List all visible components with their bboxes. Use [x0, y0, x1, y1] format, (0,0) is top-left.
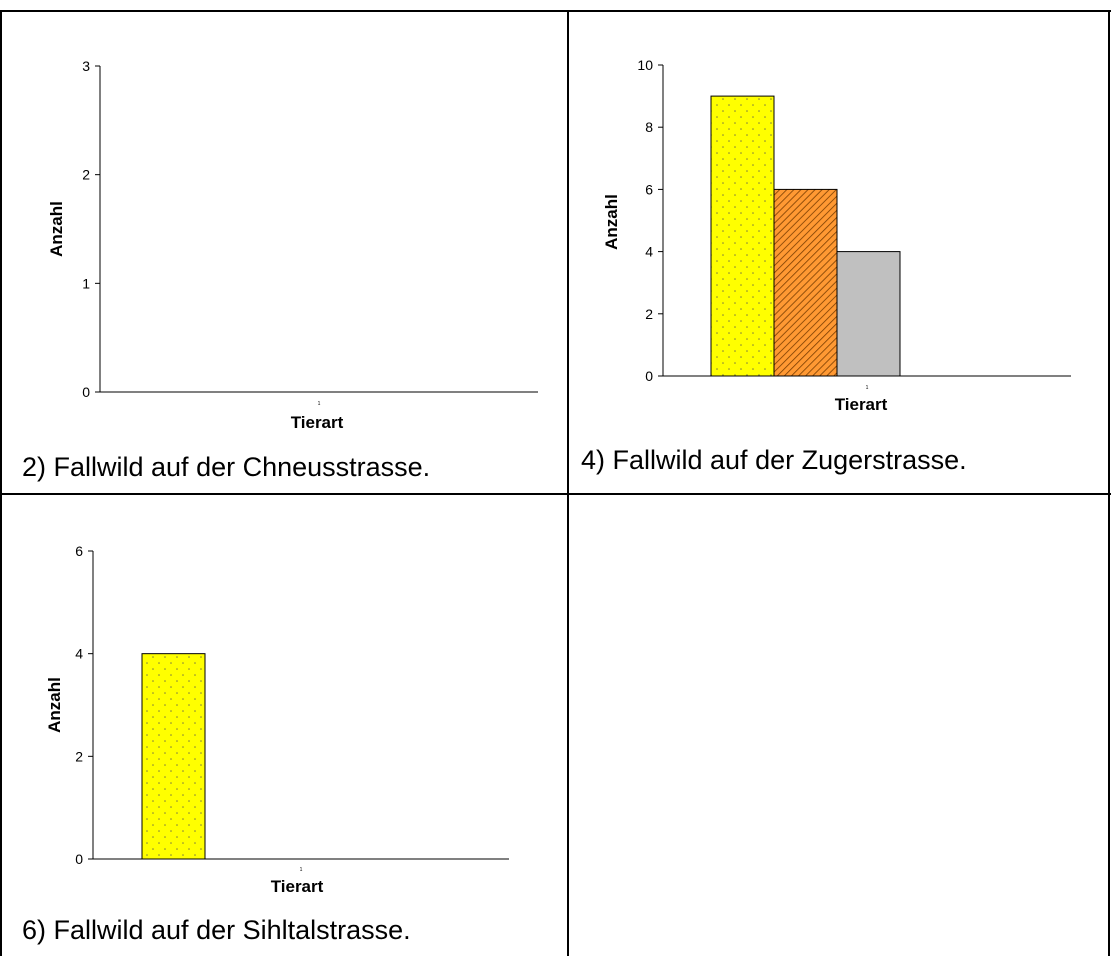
y-tick-label: 4 — [75, 646, 83, 662]
y-axis-label: Anzahl — [602, 194, 621, 250]
y-tick-label: 10 — [637, 57, 653, 73]
y-tick-label: 2 — [645, 306, 653, 322]
chart-chneusstrasse: 0 1 2 3 1 Tierart Anzahl — [47, 58, 538, 432]
y-tick-label: 8 — [645, 119, 653, 135]
y-tick-label: 4 — [645, 244, 653, 260]
bar — [773, 188, 838, 377]
chart-zugerstrasse: 0 2 4 6 8 10 1 Tierart Anzahl — [602, 57, 1071, 414]
y-tick-label: 2 — [75, 748, 83, 764]
y-tick-label: 0 — [82, 384, 90, 400]
y-tick-label: 2 — [82, 167, 90, 183]
caption-sihltalstrasse: 6) Fallwild auf der Sihltalstrasse. — [22, 915, 411, 945]
table-divider-horizontal — [0, 493, 1111, 495]
y-tick-label: 6 — [75, 543, 83, 559]
table-divider-vertical — [567, 10, 569, 956]
caption-chneusstrasse: 2) Fallwild auf der Chneusstrasse. — [22, 452, 431, 482]
x-axis-label: Tierart — [835, 395, 888, 414]
table-border-right — [1108, 10, 1110, 956]
x-tick-label: 1 — [300, 867, 303, 873]
bar — [836, 251, 901, 377]
bar — [141, 653, 206, 860]
y-tick-label: 3 — [82, 58, 90, 74]
x-tick-label: 1 — [866, 385, 869, 391]
y-tick-label: 0 — [645, 368, 653, 384]
table-border-top — [0, 10, 1111, 12]
x-tick-label: 1 — [318, 401, 321, 407]
x-axis-label: Tierart — [291, 413, 344, 432]
x-axis-label: Tierart — [271, 877, 324, 896]
caption-zugerstrasse: 4) Fallwild auf der Zugerstrasse. — [581, 445, 967, 475]
y-tick-label: 1 — [82, 275, 90, 291]
y-axis-label: Anzahl — [47, 201, 66, 257]
y-tick-label: 6 — [645, 181, 653, 197]
bar — [710, 95, 775, 377]
y-axis-label: Anzahl — [45, 677, 64, 733]
chart-sihltalstrasse: 0 2 4 6 1 Tierart Anzahl — [45, 543, 509, 896]
y-tick-label: 0 — [75, 851, 83, 867]
table-border-left — [0, 10, 2, 956]
